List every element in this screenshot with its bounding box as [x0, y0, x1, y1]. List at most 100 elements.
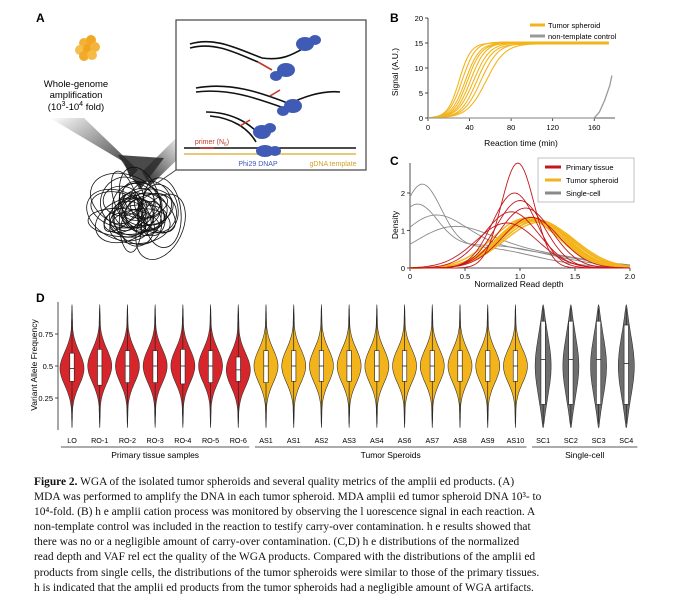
- violin-box: [623, 324, 629, 405]
- panel-d-y-tick-label: 0.75: [38, 330, 53, 339]
- violin-label-as9: AS9: [481, 436, 495, 445]
- legend-label-spheroid: Tumor spheroid: [566, 176, 618, 185]
- panel-c-curve-primary-tissue-7: [409, 222, 630, 269]
- violin-label-sc1: SC1: [536, 436, 550, 445]
- panel-b-spheroid-curve-4: [427, 42, 609, 119]
- caption-line-5: there was no or a negligible amount of c…: [34, 536, 520, 549]
- panel-b-y-tick-label: 10: [415, 64, 423, 73]
- group-label-3: Single-cell: [565, 450, 604, 460]
- panel-c-curve-tumor-spheroid-10: [410, 220, 631, 269]
- caption-line-8: h is indicated that the amplii ed produc…: [34, 581, 534, 594]
- panel-c-x-tick-label: 0: [408, 272, 412, 281]
- figure-2: A Whole-genome amplification (103-104 fo…: [29, 11, 638, 460]
- panel-b-x-tick-label: 120: [546, 123, 559, 132]
- legend-label-primary: Primary tissue: [566, 163, 614, 172]
- caption-line-4: non-template control was included in the…: [34, 521, 531, 534]
- wga-label: Whole-genome: [44, 79, 108, 90]
- caption-line-2: MDA was performed to amplify the DNA in …: [34, 491, 542, 504]
- caption-line-1: WGA of the isolated tumor spheroids and …: [80, 476, 515, 488]
- group-label-2: Tumor Speroids: [361, 450, 421, 460]
- amplification-arrow-head: [118, 155, 164, 190]
- panel-b-x-tick-label: 40: [465, 123, 473, 132]
- violin-label-as2: AS2: [315, 436, 329, 445]
- panel-b-y-tick-label: 5: [419, 89, 423, 98]
- violin-label-ro-3: RO-3: [147, 436, 164, 445]
- panel-c-y-tick-label: 2: [401, 189, 405, 198]
- violin-label-as1: AS1: [287, 436, 301, 445]
- panel-c: C 0 0.5 1.0 1.5 2.0 0 1 2 Primary tissue Tumor …: [390, 154, 635, 289]
- violin-box: [180, 349, 186, 385]
- dna-strands: [184, 39, 356, 155]
- legend-label-ntc: non-template control: [548, 32, 617, 41]
- panel-c-y-tick-label: 1: [401, 227, 405, 236]
- figure-caption: Figure 2. WGA of the isolated tumor sphe…: [34, 475, 662, 596]
- violin-box: [124, 350, 130, 383]
- panel-b-series: [427, 41, 613, 119]
- panel-b-legend: Tumor spheroid non-template control: [530, 21, 617, 41]
- panel-d: D Variant Allele Frequency 0.25 0.5 0.75 L…: [29, 291, 638, 460]
- violin-label-as1: AS1: [259, 436, 273, 445]
- panel-b-x-tick-label: 80: [507, 123, 515, 132]
- violin-box: [568, 320, 574, 405]
- panel-b-spheroid-curve-2: [427, 41, 609, 119]
- primer-label: primer (N6): [195, 139, 229, 148]
- panel-d-violins: LO RO-1 RO-2 RO-3 RO-4 RO-5 RO-6 AS1 AS1 AS2 AS3 AS…: [59, 304, 635, 445]
- panel-c-x-tick-label: 2.0: [625, 272, 635, 281]
- violin-label-sc4: SC4: [619, 436, 633, 445]
- panel-c-x-tick-label: 1.0: [515, 272, 525, 281]
- panel-b-xlabel: Reaction time (min): [484, 138, 558, 148]
- panel-b-y-tick-label: 20: [415, 14, 423, 23]
- violin-label-ro-5: RO-5: [202, 436, 219, 445]
- panel-b-ntc-curve: [428, 75, 613, 119]
- violin-box: [152, 350, 158, 383]
- tumor-spheroid-icon: [75, 35, 100, 61]
- panel-c-xlabel: Normalized Read depth: [474, 279, 564, 289]
- panel-d-groups: Primary tissue samples Tumor Speroids Sing…: [60, 446, 638, 460]
- template-label: gDNA template: [309, 161, 356, 168]
- amplification-arrow-left: [50, 118, 138, 178]
- violin-label-lo: LO: [67, 436, 77, 445]
- violin-label-as3: AS3: [342, 436, 356, 445]
- wga-fold-label: (103-104 fold): [48, 101, 104, 113]
- panel-d-y-tick-label: 0.5: [43, 362, 53, 371]
- amplified-dna-ball: [86, 166, 186, 260]
- violin-box: [235, 356, 241, 382]
- group-label-1: Primary tissue samples: [111, 450, 199, 460]
- panel-c-x-tick-label: 0.5: [460, 272, 470, 281]
- violin-box: [540, 320, 546, 405]
- dnap-label: Phi29 DNAP: [238, 161, 278, 168]
- panel-c-curve-single-cell-4: [409, 225, 631, 266]
- panel-a: A Whole-genome amplification (103-104 fo…: [36, 11, 367, 260]
- violin-label-as7: AS7: [425, 436, 439, 445]
- violin-label-ro-2: RO-2: [119, 436, 136, 445]
- caption-line-6: read depth and VAF rel ect the quality o…: [34, 551, 536, 564]
- panel-c-x-tick-label: 1.5: [570, 272, 580, 281]
- amplification-arrow-right: [142, 138, 185, 186]
- violin-label-as8: AS8: [453, 436, 467, 445]
- violin-label-as4: AS4: [370, 436, 384, 445]
- panel-c-y-tick-label: 0: [401, 264, 405, 273]
- panel-b-ylabel: Signal (A.U.): [390, 48, 400, 96]
- violin-label-sc3: SC3: [592, 436, 606, 445]
- panel-d-ylabel: Variant Allele Frequency: [29, 319, 39, 411]
- panel-d-y-tick-label: 0.25: [38, 394, 53, 403]
- legend-label-single: Single-cell: [566, 189, 601, 198]
- legend-label-tumor-spheroid: Tumor spheroid: [548, 21, 600, 30]
- panel-a-label: A: [36, 11, 45, 25]
- violin-box: [69, 352, 75, 382]
- panel-b-x-tick-label: 160: [588, 123, 601, 132]
- violin-label-ro-1: RO-1: [91, 436, 108, 445]
- caption-line-3: 10⁴-fold. (B) h e amplii cation process …: [34, 506, 536, 519]
- panel-b-y-tick-label: 0: [419, 114, 423, 123]
- violin-label-ro-4: RO-4: [174, 436, 191, 445]
- caption-figure-label: Figure 2.: [34, 476, 78, 488]
- panel-d-axes: 0.25 0.5 0.75: [38, 302, 59, 430]
- wga-label-2: amplification: [50, 90, 103, 101]
- violin-label-as6: AS6: [398, 436, 412, 445]
- phi29-dnap-icons: [253, 35, 321, 157]
- caption-line-7: products from single cells, the distribu…: [34, 566, 540, 579]
- violin-label-ro-6: RO-6: [230, 436, 247, 445]
- panel-c-ylabel: Density: [390, 210, 400, 239]
- panel-b-y-tick-label: 15: [415, 39, 423, 48]
- panel-c-curve-primary-tissue-6: [410, 216, 631, 269]
